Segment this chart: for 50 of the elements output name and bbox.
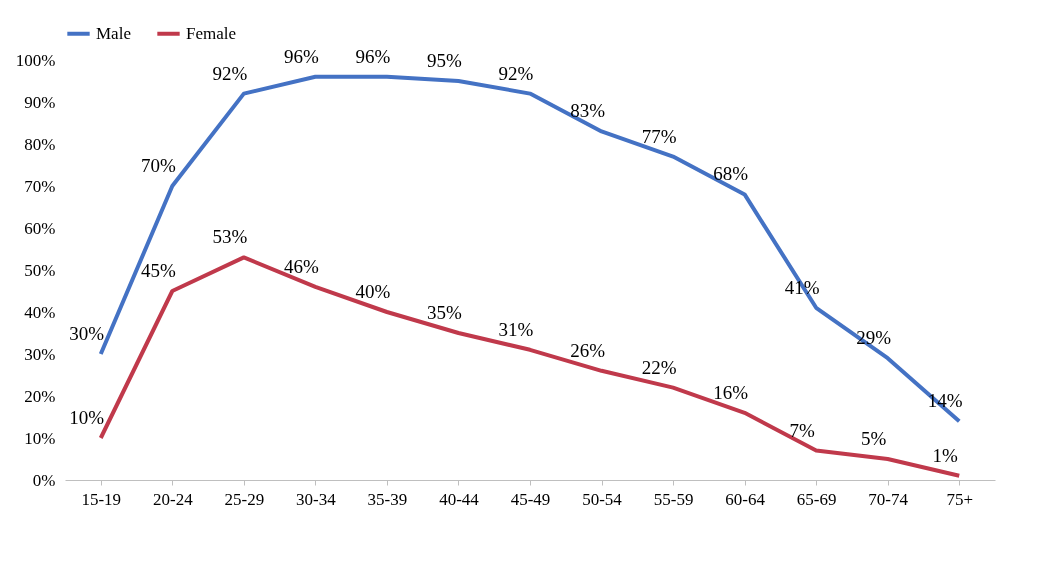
y-tick-label: 20% (24, 386, 56, 406)
data-label: 77% (641, 125, 677, 147)
data-label: 96% (283, 45, 319, 67)
y-tick-label: 70% (24, 176, 56, 196)
y-tick-label: 90% (24, 92, 56, 112)
data-label: 53% (212, 226, 248, 248)
y-tick-label: 0% (32, 470, 56, 490)
x-tick-label: 70-74 (868, 489, 909, 509)
data-label: 35% (427, 302, 463, 323)
data-label: 16% (713, 381, 749, 403)
x-tick-label: 50-54 (582, 489, 623, 509)
data-label: 26% (570, 339, 606, 361)
data-label: 7% (789, 419, 815, 441)
x-tick-label: 20-24 (152, 489, 194, 509)
x-tick-label: 55-59 (653, 489, 694, 509)
x-tick-label: 25-29 (224, 489, 265, 509)
y-tick-label: 40% (24, 302, 56, 322)
y-tick-label: 100% (15, 50, 56, 70)
data-label: 68% (713, 163, 749, 185)
y-tick-label: 60% (24, 218, 56, 238)
x-tick-label: 75+ (946, 489, 974, 509)
data-label: 1% (932, 444, 959, 466)
data-label: 22% (641, 356, 677, 378)
x-tick-label: 30-34 (296, 489, 337, 509)
data-label: 83% (570, 100, 606, 122)
x-tick-label: 40-44 (439, 489, 480, 509)
data-label: 46% (283, 255, 319, 277)
data-label: 70% (140, 155, 176, 176)
y-tick-label: 80% (24, 134, 56, 154)
y-tick-label: 10% (24, 428, 56, 448)
x-tick-label: 60-64 (725, 489, 766, 509)
data-label: 92% (212, 62, 248, 84)
x-tick-label: 35-39 (367, 489, 408, 509)
data-label: 96% (355, 45, 391, 67)
data-label: 95% (427, 50, 463, 71)
data-label: 40% (355, 281, 391, 302)
x-tick-label: 15-19 (81, 489, 122, 509)
data-label: 5% (861, 428, 887, 449)
data-label: 31% (498, 318, 534, 340)
data-label: 29% (856, 327, 892, 349)
data-label: 92% (498, 62, 534, 84)
y-tick-label: 30% (24, 344, 56, 364)
data-label: 30% (69, 323, 105, 344)
data-label: 45% (140, 260, 176, 281)
x-tick-label: 65-69 (796, 489, 837, 509)
data-label: 10% (69, 407, 105, 428)
legend-label: Female (186, 23, 237, 43)
x-tick-label: 45-49 (510, 489, 551, 509)
legend-label: Male (96, 23, 131, 43)
y-tick-label: 50% (24, 260, 56, 280)
